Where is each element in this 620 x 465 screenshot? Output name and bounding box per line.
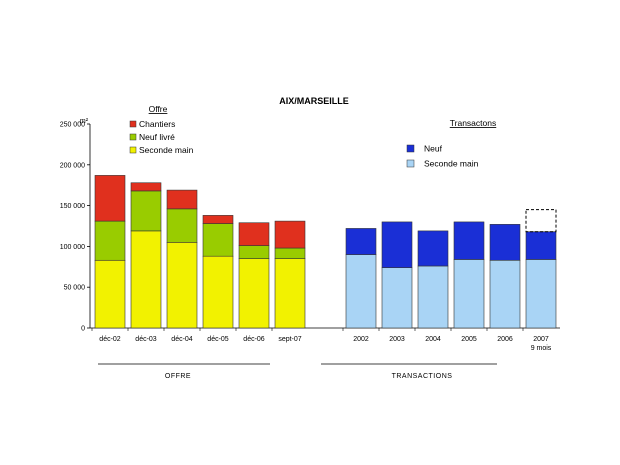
offre-bar-neuf-livr- xyxy=(274,247,306,259)
transactions-bar-seconde-main xyxy=(417,265,449,329)
transactions-category-label: 2007 xyxy=(533,336,549,343)
transactions-bar-neuf xyxy=(525,231,557,260)
y-tick-label: 150 000 xyxy=(60,203,85,210)
transactions-legend-title: Transactons xyxy=(450,118,496,128)
offre-legend-label: Seconde main xyxy=(139,145,194,155)
transactions-bar-seconde-main xyxy=(345,254,377,329)
chart-title: AIX/MARSEILLE xyxy=(279,96,349,106)
y-tick-label: 100 000 xyxy=(60,244,85,251)
category-labels: déc-02 déc-03 déc-04 déc-05 déc-06 sept-07 200… xyxy=(99,336,552,352)
bars xyxy=(94,175,557,329)
offre-category-label: déc-06 xyxy=(243,336,265,343)
offre-bar-chantiers xyxy=(130,182,162,192)
y-tick-label: 0 xyxy=(81,326,85,333)
transactions-bar-seconde-main xyxy=(489,259,521,329)
offre-bar-chantiers xyxy=(202,215,234,224)
offre-category-label: déc-03 xyxy=(135,336,157,343)
transactions-legend-label: Seconde main xyxy=(424,159,479,169)
offre-legend-swatch xyxy=(129,146,137,154)
offre-legend-label: Neuf livré xyxy=(139,132,175,142)
offre-bar-neuf-livr- xyxy=(166,208,198,243)
transactions-category-label: 2006 xyxy=(497,336,513,343)
transactions-category-label: 2002 xyxy=(353,336,369,343)
offre-bar-chantiers xyxy=(94,175,126,222)
offre-category-label: sept-07 xyxy=(278,336,301,343)
y-tick-label: 50 000 xyxy=(64,285,86,292)
transactions-category-label: 2003 xyxy=(389,336,405,343)
offre-bar-seconde-main xyxy=(94,259,126,329)
offre-bar-seconde-main xyxy=(274,258,306,329)
offre-legend-title: Offre xyxy=(149,104,168,114)
offre-bar-chantiers xyxy=(238,222,270,246)
transactions-legend-swatch xyxy=(406,159,415,168)
y-unit-label: m² xyxy=(80,118,89,125)
offre-category-label: déc-02 xyxy=(99,336,121,343)
y-tick-label: 250 000 xyxy=(60,122,85,129)
transactions-bar-neuf xyxy=(453,221,485,260)
transactions-bar-neuf xyxy=(345,228,377,255)
offre-legend-swatch xyxy=(129,133,137,141)
transactions-category-label: 2004 xyxy=(425,336,441,343)
transactions-legend-label: Neuf xyxy=(424,144,443,154)
offre-legend-swatch xyxy=(129,120,137,128)
offre-bar-chantiers xyxy=(274,220,306,249)
transactions-bar-neuf xyxy=(417,230,449,267)
offre-bar-neuf-livr- xyxy=(238,245,270,259)
offre-group-label: OFFRE xyxy=(165,373,191,380)
transactions-bar-seconde-main xyxy=(453,259,485,329)
transactions-category-label: 9 mois xyxy=(531,345,552,352)
offre-bar-seconde-main xyxy=(130,230,162,329)
offre-bar-neuf-livr- xyxy=(202,223,234,257)
projection-box xyxy=(525,209,557,233)
offre-bar-chantiers xyxy=(166,189,198,210)
offre-bar-seconde-main xyxy=(238,258,270,329)
transactions-bar-neuf xyxy=(381,221,413,268)
offre-bar-neuf-livr- xyxy=(94,220,126,261)
legends: Offre Chantiers Neuf livré Seconde main Tran… xyxy=(129,104,496,169)
offre-category-label: déc-04 xyxy=(171,336,193,343)
transactions-category-label: 2005 xyxy=(461,336,477,343)
transactions-group-label: TRANSACTIONS xyxy=(392,373,453,380)
offre-bar-neuf-livr- xyxy=(130,190,162,232)
transactions-legend-swatch xyxy=(406,144,415,153)
offre-legend-label: Chantiers xyxy=(139,119,175,129)
transactions-bar-neuf xyxy=(489,224,521,261)
y-tick-label: 200 000 xyxy=(60,162,85,169)
transactions-bar-seconde-main xyxy=(525,259,557,329)
group-labels: OFFRE TRANSACTIONS xyxy=(98,363,497,380)
offre-bar-seconde-main xyxy=(166,242,198,329)
offre-bar-seconde-main xyxy=(202,255,234,329)
transactions-bar-seconde-main xyxy=(381,267,413,329)
offre-category-label: déc-05 xyxy=(207,336,229,343)
